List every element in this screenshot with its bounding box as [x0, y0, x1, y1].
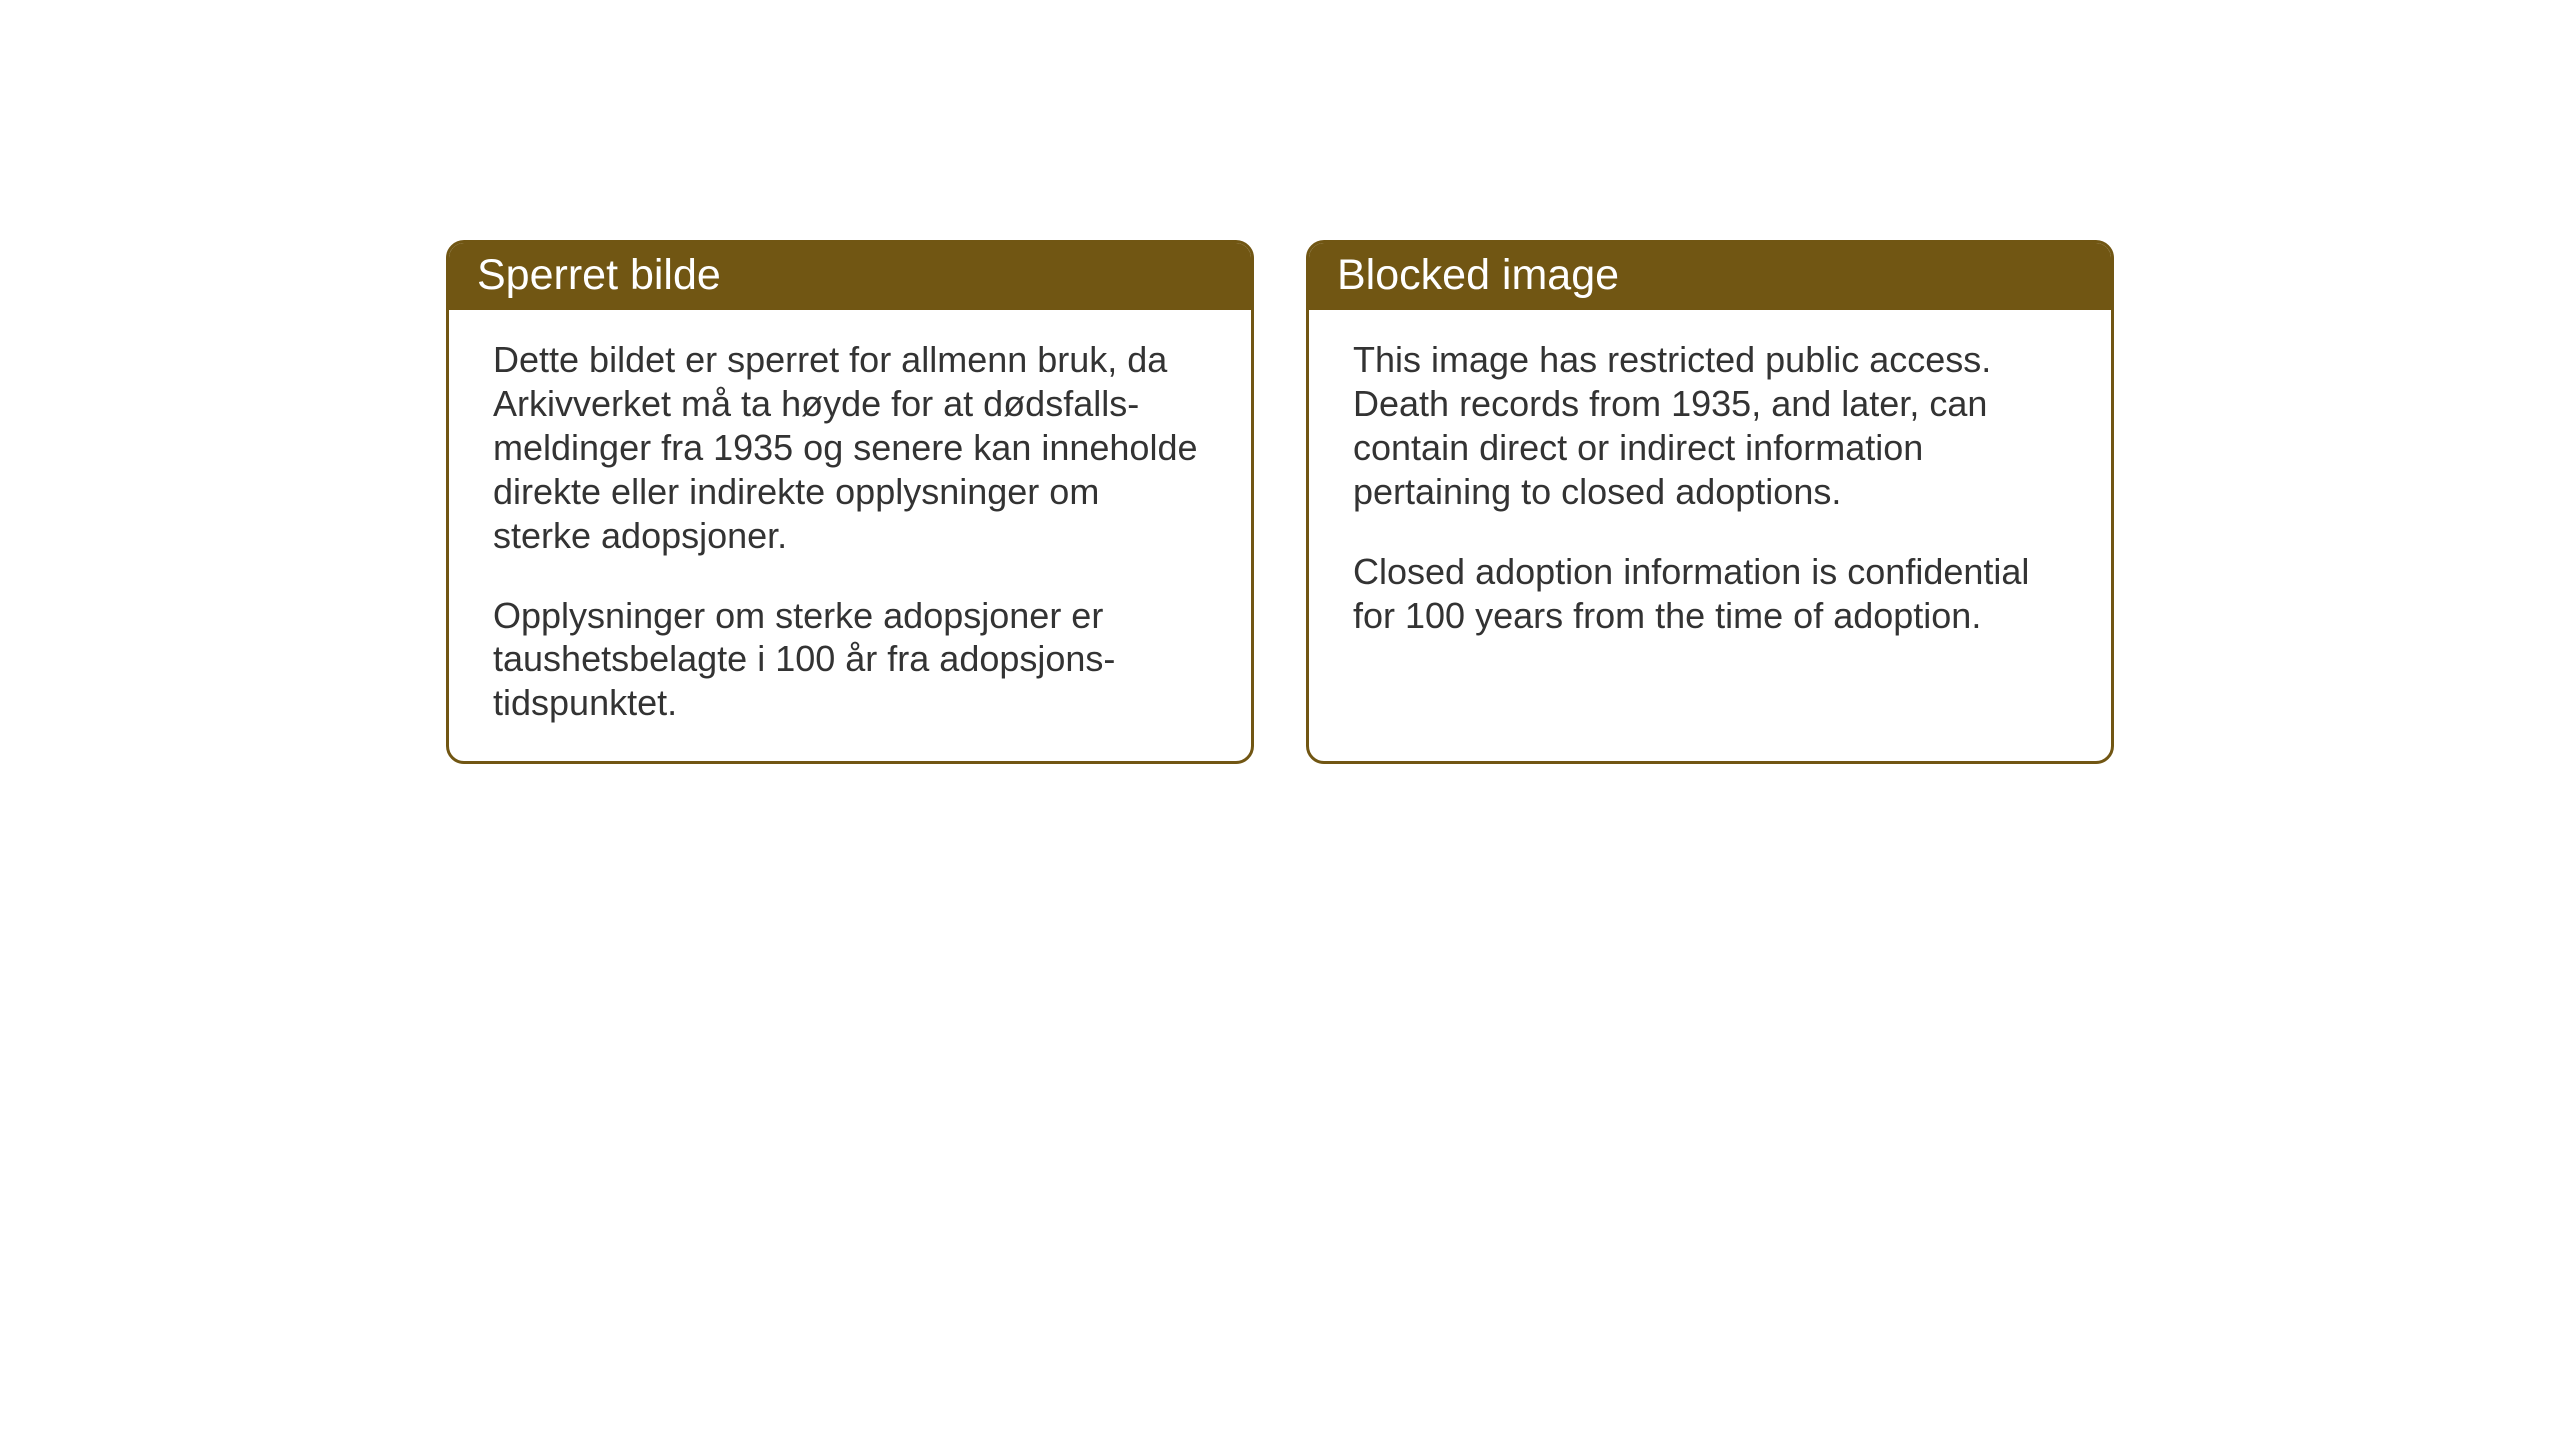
norwegian-card-header: Sperret bilde: [449, 243, 1251, 310]
norwegian-paragraph-2: Opplysninger om sterke adopsjoner er tau…: [493, 594, 1207, 726]
english-card-title: Blocked image: [1337, 251, 1619, 299]
norwegian-card: Sperret bilde Dette bildet er sperret fo…: [446, 240, 1254, 764]
english-card: Blocked image This image has restricted …: [1306, 240, 2114, 764]
english-card-body: This image has restricted public access.…: [1309, 310, 2111, 730]
norwegian-card-body: Dette bildet er sperret for allmenn bruk…: [449, 310, 1251, 761]
english-paragraph-2: Closed adoption information is confident…: [1353, 550, 2067, 638]
norwegian-paragraph-1: Dette bildet er sperret for allmenn bruk…: [493, 338, 1207, 558]
norwegian-card-title: Sperret bilde: [477, 251, 721, 299]
info-cards-container: Sperret bilde Dette bildet er sperret fo…: [446, 240, 2114, 764]
english-paragraph-1: This image has restricted public access.…: [1353, 338, 2067, 514]
english-card-header: Blocked image: [1309, 243, 2111, 310]
